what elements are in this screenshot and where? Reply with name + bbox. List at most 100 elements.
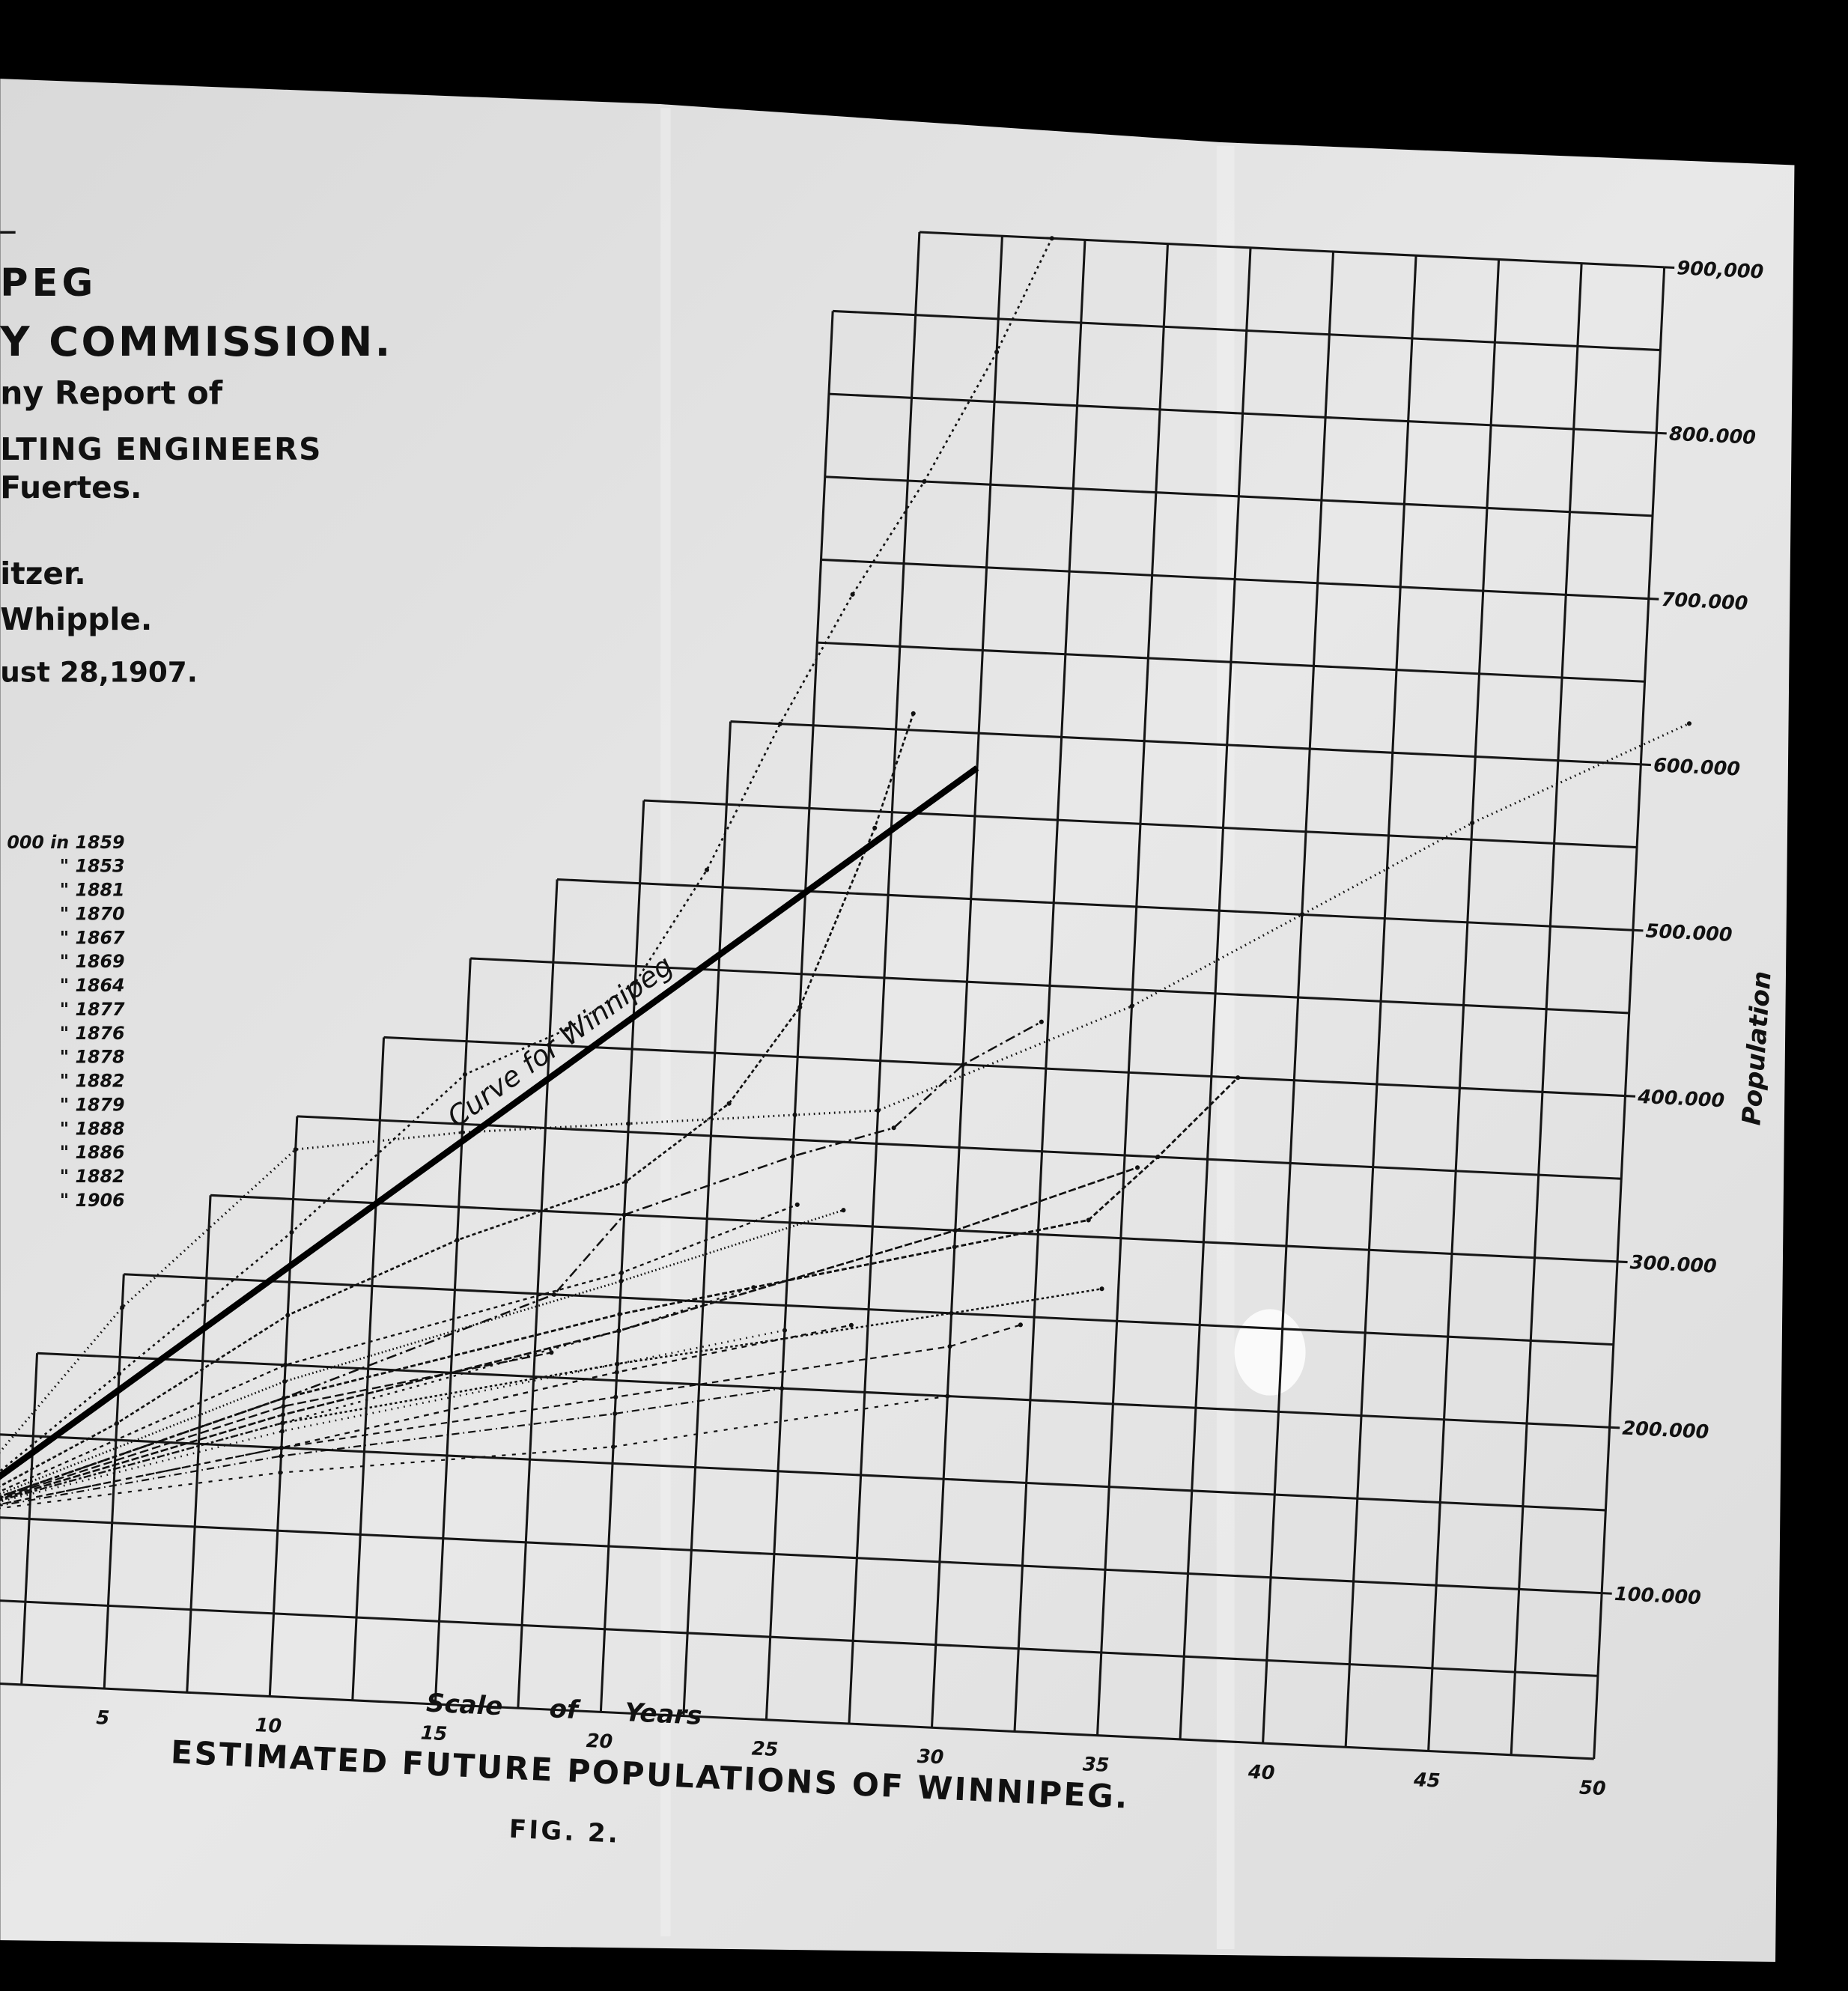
header-line: LTING ENGINEERS (0, 431, 322, 467)
series-line (0, 1021, 1042, 1516)
point-marker (1018, 1322, 1023, 1328)
minor-grid-line (817, 641, 1645, 683)
point-marker (751, 1285, 756, 1290)
point-marker (278, 1470, 283, 1475)
point-marker (564, 1027, 569, 1032)
y-tick-label: 100.000 (1614, 1582, 1701, 1608)
x-tick-label: 45 (1412, 1768, 1441, 1792)
legend-label: " 1864 (60, 975, 125, 996)
point-marker (613, 1411, 618, 1417)
paper-spot (1234, 1309, 1306, 1396)
grid-line (434, 958, 472, 1705)
legend-label: " 1879 (60, 1094, 125, 1115)
grid-line (821, 558, 1649, 601)
y-tick-mark (1625, 1095, 1636, 1098)
point-marker (618, 1278, 624, 1283)
legend-label: " 1906 (60, 1190, 125, 1211)
point-marker (552, 1292, 557, 1297)
x-axis-line (0, 1680, 1594, 1760)
minor-grid-line (297, 1115, 1622, 1180)
point-marker (947, 1344, 952, 1349)
point-marker (994, 350, 1000, 355)
legend: 000 in 1859 " 1853 " 1881" 1870 " 1867 " 186… (7, 832, 125, 1211)
series-line (0, 1387, 782, 1516)
legend-label: " 1882 (60, 1071, 125, 1092)
series-line (0, 1324, 852, 1516)
point-marker (282, 1378, 288, 1384)
point-marker (281, 1404, 286, 1409)
point-marker (285, 1313, 291, 1318)
point-marker (1134, 1165, 1140, 1170)
y-tick-label: 900,000 (1677, 256, 1764, 282)
header-line: Fuertes. (0, 469, 142, 505)
point-marker (1086, 1218, 1091, 1223)
series-line (0, 765, 979, 1518)
point-marker (293, 1147, 298, 1152)
point-marker (283, 1362, 288, 1367)
point-marker (279, 1453, 284, 1459)
point-marker (626, 1121, 631, 1126)
point-marker (875, 1108, 881, 1113)
y-tick-mark (1632, 928, 1644, 932)
series-line (0, 713, 915, 1516)
header: PEG Y COMMISSION. ny Report of LTING ENG… (0, 261, 390, 689)
legend-label: " 1877 (60, 999, 125, 1020)
grid-line (103, 1274, 125, 1689)
point-marker (621, 1212, 627, 1218)
point-marker (779, 1386, 785, 1391)
y-tick-label: 600.000 (1653, 753, 1741, 779)
minor-grid-line (124, 1273, 1614, 1346)
point-marker (1155, 1155, 1161, 1160)
point-marker (280, 1420, 285, 1426)
point-marker (777, 721, 782, 726)
x-tick-label: 40 (1247, 1760, 1275, 1784)
point-marker (792, 1112, 797, 1117)
point-marker (1235, 1075, 1241, 1080)
series-line (0, 1203, 798, 1516)
point-marker (1099, 1286, 1104, 1292)
series-line (0, 1209, 844, 1516)
minor-grid-line (0, 1431, 1606, 1512)
y-tick-mark (1656, 431, 1667, 435)
y-tick-label: 200.000 (1622, 1417, 1709, 1443)
series-line (0, 1287, 1102, 1516)
point-marker (1470, 820, 1475, 826)
point-marker (704, 867, 710, 872)
point-marker (1686, 721, 1692, 726)
y-tick-mark (1648, 598, 1659, 601)
x-tick-label: 20 (586, 1729, 613, 1753)
point-marker (282, 1396, 287, 1401)
point-marker (120, 1304, 125, 1310)
y-tick-mark (1609, 1426, 1620, 1429)
grid-line (556, 878, 1633, 931)
point-marker (952, 1244, 957, 1250)
point-marker (614, 1370, 619, 1375)
minor-grid-line (0, 1596, 1599, 1677)
grid-line (0, 1513, 1602, 1595)
point-marker (797, 1005, 803, 1010)
point-marker (114, 1420, 119, 1426)
legend-label: " 1886 (60, 1142, 125, 1163)
legend-label: " 1882 (60, 1166, 125, 1187)
grid-line (730, 720, 1641, 766)
header-line: itzer. (0, 556, 85, 592)
point-marker (1299, 912, 1304, 917)
minor-grid-line (470, 957, 1629, 1015)
grid-line (919, 231, 1665, 269)
point-marker (790, 1154, 795, 1159)
x-tick-label: 5 (96, 1706, 110, 1729)
legend-label: " 1870 (60, 903, 125, 924)
x-tick-label: 35 (1082, 1752, 1110, 1776)
point-marker (850, 592, 855, 597)
legend-label: " 1888 (60, 1118, 125, 1139)
grid-line (37, 1352, 1610, 1429)
figure-label: FIG. 2. (508, 1814, 621, 1849)
point-marker (279, 1445, 284, 1450)
header-line: ny Report of (0, 374, 222, 411)
y-tick-mark (1602, 1592, 1612, 1595)
point-marker (633, 980, 638, 985)
point-marker (1049, 236, 1054, 241)
x-tick-label: 10 (255, 1713, 282, 1737)
